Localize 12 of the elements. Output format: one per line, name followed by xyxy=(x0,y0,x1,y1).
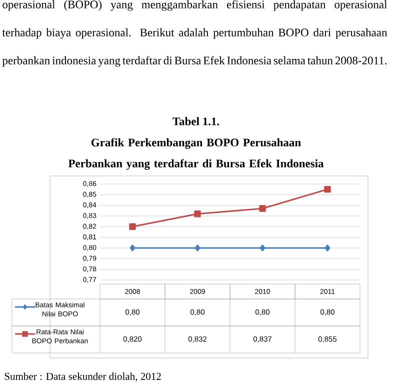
point xyxy=(324,186,331,193)
text: Sumber : Data sekunder diolah, 2012 xyxy=(4,372,161,382)
point xyxy=(194,210,201,218)
chart-subtitle: Grafik Perkembangan BOPO Perusahaan Perbankan yang terdaftar di Bursa Efek Indonesia xyxy=(68,138,324,170)
point xyxy=(129,223,136,230)
text: operasional (BOPO) yang menggambarkan efisiensi pendapatan operasional terhadap biaya operasional. Berikut adalah pertumbuhan BOPO dari perusahaan perbankan indonesia yang terdaftar di Bursa Efek Indonesia selama tahun 2008-2011. xyxy=(2,0,388,67)
point xyxy=(260,244,266,252)
chart-title: Tabel 1.1. xyxy=(172,117,220,126)
point xyxy=(324,244,330,252)
point xyxy=(130,244,136,252)
point xyxy=(259,205,266,212)
point xyxy=(194,244,200,252)
